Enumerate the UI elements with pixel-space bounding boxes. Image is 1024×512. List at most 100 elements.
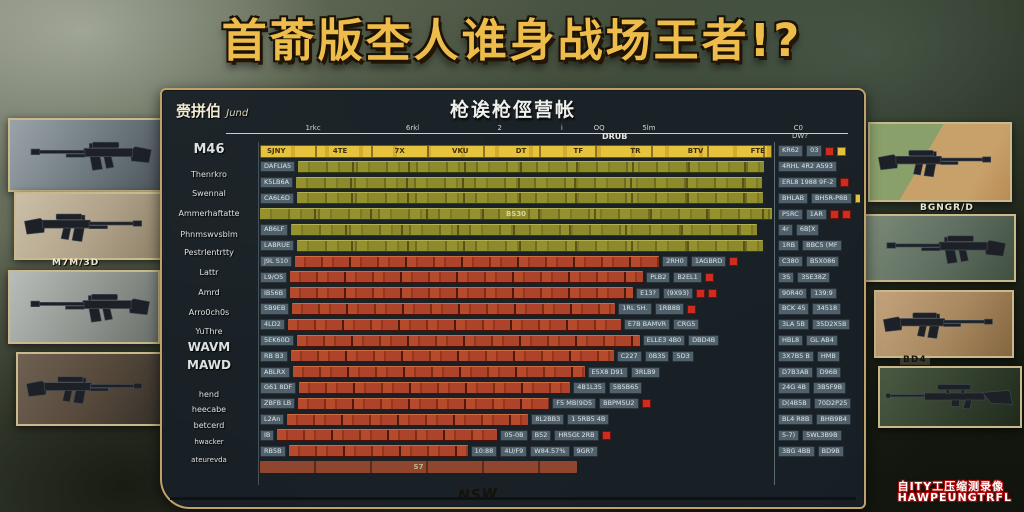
- value-chip: 8L2BB3: [531, 414, 565, 426]
- stat-bar: [287, 318, 621, 331]
- row-label: Phnmswvsblm: [180, 230, 238, 239]
- row-label: hwacker: [194, 438, 224, 446]
- row-chip: ABLRX: [260, 366, 290, 378]
- row-label: M46: [193, 142, 225, 157]
- value-chip: E5X8 D91: [587, 366, 628, 378]
- right-value-chip: 70D2P25: [813, 398, 852, 410]
- row-label: Arro0ch0s: [188, 308, 230, 317]
- right-value-chip: 34518: [812, 303, 842, 315]
- row-chip: K5LB6A: [260, 177, 294, 189]
- bar-center-text: BS30: [505, 210, 527, 219]
- red-square-icon: [840, 178, 850, 188]
- row-label: Lattr: [199, 268, 219, 277]
- value-chip: ELLE3 4B0: [642, 335, 686, 347]
- value-chip: 4U/F9: [500, 445, 528, 457]
- row-chip: G61 8DF: [260, 382, 297, 394]
- right-value-column: 24G 4B 3B5F9B: [778, 382, 860, 394]
- column-separator: [258, 142, 259, 485]
- row-label: WAVM: [187, 340, 231, 354]
- stat-row: L9/O5 PLB2 B2EL1: [260, 271, 772, 284]
- right-value-column: BL4 R8B BHB9B4: [778, 414, 860, 426]
- row-chip: IB56B: [260, 287, 288, 299]
- right-value-chip: D96B: [815, 366, 842, 378]
- right-value-column: BHLAB BH5R-P8B: [778, 192, 860, 204]
- value-chip: 9GR?: [572, 445, 598, 457]
- row-label: Pestrlentrtty: [184, 248, 234, 257]
- stat-bar: [298, 397, 550, 410]
- value-chip: 2RH0: [662, 256, 688, 268]
- stat-row: IB 05-0B B52 HR5Gt 2RB: [260, 429, 772, 442]
- row-label: Thenrkro: [191, 170, 227, 179]
- right-value-chip: 4r: [778, 224, 793, 236]
- red-square-icon: [729, 257, 739, 267]
- row-chip: RB5B: [260, 445, 286, 457]
- right-value-chip: 4RHL 4R2 A593: [778, 161, 837, 173]
- stat-bar: [296, 192, 763, 205]
- axis-tick: 2: [497, 124, 502, 132]
- right-value-column: P5RC 1AR: [778, 208, 860, 220]
- row-chip: 5B9EB: [260, 303, 290, 315]
- right-value-chip: 3BG 4BB: [778, 445, 815, 457]
- panel-title: 枪诶枪俓营帐: [449, 99, 576, 121]
- row-label: betcerd: [193, 421, 225, 430]
- value-chip: (9X93): [662, 287, 693, 299]
- row-chip: L9/O5: [260, 271, 288, 283]
- value-chip: E7B BAMVR: [623, 319, 671, 331]
- right-value-column: D7B3AB D96B: [778, 366, 860, 378]
- stat-row: IB56B E13? (9X93): [260, 287, 772, 300]
- row-chip: IB: [260, 429, 275, 441]
- row-label: Ammerhaftatte: [178, 209, 240, 218]
- axis-tick: 5lm: [642, 124, 656, 132]
- weapon-card-right-4-sniper: [878, 366, 1022, 428]
- rifle-icon: [22, 200, 156, 252]
- row-label: MAWD: [187, 358, 231, 372]
- bar-segment-text: TR: [630, 147, 641, 155]
- weapon-label-right: BGNGR/D: [920, 203, 974, 213]
- stat-bar: [287, 413, 529, 426]
- value-chip: E13?: [636, 287, 660, 299]
- row-chip: J9L S10: [260, 256, 293, 268]
- weapon-card-left-3: [8, 270, 160, 344]
- rifle-icon: [16, 278, 152, 335]
- stat-bar: [296, 334, 640, 347]
- rifle-icon: [876, 131, 1005, 193]
- right-value-chip: 5WL3B9B: [802, 429, 842, 441]
- right-value-chip: KR62: [778, 145, 804, 157]
- stat-bar: [296, 176, 763, 189]
- axis-note-left: DRUB: [602, 132, 628, 141]
- right-value-column: 3LA 5B 35D2X5B: [778, 319, 860, 331]
- axis-tick: 1rkc: [305, 124, 321, 132]
- value-chip: 4B1L35: [573, 382, 606, 394]
- row-chip: AB6LF: [260, 224, 289, 236]
- stat-row: ABLRX E5X8 D91 3RLB9: [260, 366, 772, 379]
- stat-row: S7: [260, 461, 772, 473]
- row-label: hend: [198, 390, 220, 399]
- right-value-chip: HBL8: [778, 335, 804, 347]
- table-divider: [774, 142, 775, 485]
- stat-bar: SJNY 4TE 7X VKU DT TF TR BTV FTE: [260, 144, 772, 158]
- stat-row: RB5B 10:88 4U/F9 W84.57% 9GR?: [260, 445, 772, 458]
- red-square-icon: [687, 304, 697, 314]
- stat-row: L2An 8L2BB3 1 5RB5 4B: [260, 413, 772, 426]
- row-chip: L2An: [260, 414, 285, 426]
- right-value-column: 5-7) 5WL3B9B: [778, 429, 860, 441]
- row-chip: CA6L6D: [260, 192, 294, 204]
- right-value-chip: D7B3AB: [778, 366, 813, 378]
- weapon-card-right-1: [868, 122, 1012, 202]
- value-chip: 5D3: [672, 350, 694, 362]
- stat-row: J9L S10 2RH0 1AGBRD: [260, 255, 772, 268]
- stat-bar: [292, 366, 585, 379]
- weapon-card-left-4: [16, 352, 164, 426]
- axis-tick: OQ: [593, 124, 605, 132]
- weapon-card-right-2: [864, 214, 1016, 282]
- right-value-chip: 139:9: [810, 287, 837, 299]
- right-value-column: D(4B5B 70D2P25: [778, 398, 860, 410]
- row-label: ateurevda: [191, 456, 227, 464]
- red-square-icon: [829, 209, 839, 219]
- stat-bar: [299, 382, 571, 394]
- stat-bar: [290, 350, 614, 363]
- bar-segment-text: VKU: [452, 147, 469, 155]
- stat-bar: [290, 287, 634, 300]
- right-value-chip: D(4B5B: [778, 398, 811, 410]
